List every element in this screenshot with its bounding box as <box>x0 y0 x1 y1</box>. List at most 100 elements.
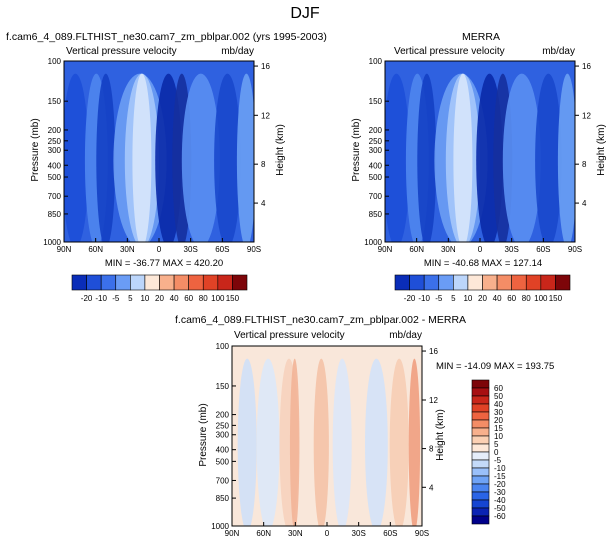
panel-merra-variable-label: Vertical pressure velocity <box>394 46 505 57</box>
y-tick-label: 400 <box>216 446 230 455</box>
y-tick-label: 250 <box>369 137 383 146</box>
y-tick-label: 700 <box>48 192 62 201</box>
x-tick-label: 60S <box>536 245 550 254</box>
x-tick-label: 30S <box>184 245 198 254</box>
panel-difference-variable-label: Vertical pressure velocity <box>234 330 345 341</box>
colorbar-label: -5 <box>435 294 443 303</box>
panel-merra-x-ticks: 90N 60N 30N 0 30S 60S 90S <box>378 238 582 254</box>
colorbar-swatch <box>471 395 490 405</box>
x-tick-label: 30S <box>505 245 519 254</box>
field-band <box>417 73 437 242</box>
colorbar-label: 150 <box>226 294 240 303</box>
panel-model-y2label: Height (km) <box>275 124 286 176</box>
colorbar-swatch <box>100 274 117 291</box>
colorbar-label: 0 <box>494 448 499 457</box>
panel-model-stats: MIN = -36.77 MAX = 420.20 <box>105 258 223 269</box>
colorbar-swatch <box>482 274 498 291</box>
y-tick-label: 700 <box>369 192 383 201</box>
y-tick-label: 150 <box>369 97 383 106</box>
x-tick-label: 90N <box>378 245 393 254</box>
panel-merra-units-label: mb/day <box>542 46 575 57</box>
y-tick-label: 200 <box>216 411 230 420</box>
panel-merra-stats: MIN = -40.68 MAX = 127.14 <box>424 258 542 269</box>
y2-tick-label: 16 <box>261 62 270 71</box>
x-tick-label: 30S <box>352 529 366 538</box>
colorbar-swatch <box>471 419 490 429</box>
panel-difference-stats: MIN = -14.09 MAX = 193.75 <box>436 361 554 372</box>
field-band <box>365 358 388 526</box>
y-tick-label: 500 <box>48 173 62 182</box>
colorbar-label: 150 <box>549 294 563 303</box>
panel-model-ylabel: Pressure (mb) <box>30 118 41 181</box>
field-band <box>385 73 410 242</box>
colorbar-label: 15 <box>494 424 503 433</box>
x-tick-label: 90S <box>568 245 582 254</box>
y-tick-label: 850 <box>48 210 62 219</box>
field-band <box>237 358 257 526</box>
field-band <box>313 358 329 526</box>
y-tick-label: 400 <box>48 161 62 170</box>
y-tick-label: 200 <box>48 126 62 135</box>
colorbar-swatch <box>202 274 219 291</box>
colorbar-swatch <box>144 274 160 291</box>
y2-tick-label: 8 <box>261 160 266 169</box>
colorbar-label: -5 <box>112 294 120 303</box>
colorbar-swatch <box>496 274 512 291</box>
panel-model-y2-ticks: 16 12 8 4 <box>254 62 270 208</box>
x-tick-label: 60N <box>409 245 424 254</box>
colorbar-swatch <box>409 274 425 291</box>
x-tick-label: 0 <box>478 245 483 254</box>
x-tick-label: 90N <box>57 245 72 254</box>
x-tick-label: 90N <box>225 529 240 538</box>
colorbar-label: 20 <box>494 416 503 425</box>
y-tick-label: 500 <box>369 173 383 182</box>
x-tick-label: 0 <box>325 529 330 538</box>
y-tick-label: 200 <box>369 126 383 135</box>
colorbar-swatch <box>471 515 490 525</box>
colorbar-label: -20 <box>494 480 506 489</box>
colorbar-label: 50 <box>494 392 503 401</box>
colorbar-label: 5 <box>128 294 133 303</box>
y2-tick-label: 4 <box>429 483 434 492</box>
x-tick-label: 60N <box>88 245 103 254</box>
panel-merra-y2-ticks: 16 12 8 4 <box>575 62 591 208</box>
colorbar-label: -30 <box>494 488 506 497</box>
field-band <box>502 73 541 242</box>
colorbar-swatch <box>471 411 490 421</box>
y2-tick-label: 8 <box>582 160 587 169</box>
colorbar-swatch <box>467 274 483 291</box>
panel-difference-units-label: mb/day <box>389 330 422 341</box>
colorbar-swatch <box>471 427 490 437</box>
y-tick-label: 1000 <box>211 522 229 531</box>
panel-merra-field <box>385 61 575 242</box>
x-tick-label: 90S <box>247 245 261 254</box>
field-band <box>453 73 473 242</box>
y-tick-label: 850 <box>369 210 383 219</box>
colorbar-label: 20 <box>478 294 487 303</box>
colorbar-label: 40 <box>170 294 179 303</box>
y2-tick-label: 12 <box>261 111 270 120</box>
y-tick-label: 400 <box>369 161 383 170</box>
field-band <box>332 358 352 526</box>
colorbar-swatch <box>471 467 490 477</box>
colorbar-swatch <box>130 274 146 291</box>
colorbar-swatch <box>540 274 556 291</box>
colorbar-swatch <box>217 274 233 291</box>
panel-model-title: f.cam6_4_089.FLTHIST_ne30.cam7_zm_pblpar… <box>6 31 327 43</box>
field-band <box>214 73 241 242</box>
colorbar-label: -10 <box>494 464 506 473</box>
colorbar-label: 10 <box>140 294 149 303</box>
x-tick-label: 0 <box>157 245 162 254</box>
colorbar-label: -20 <box>81 294 93 303</box>
colorbar-swatch <box>555 274 571 291</box>
y-tick-label: 500 <box>216 457 230 466</box>
y-tick-label: 850 <box>216 494 230 503</box>
x-tick-label: 90S <box>415 529 429 538</box>
panel-merra-ylabel: Pressure (mb) <box>351 118 362 181</box>
colorbar-label: -50 <box>494 504 506 513</box>
panel-difference-title: f.cam6_4_089.FLTHIST_ne30.cam7_zm_pblpar… <box>175 314 466 326</box>
